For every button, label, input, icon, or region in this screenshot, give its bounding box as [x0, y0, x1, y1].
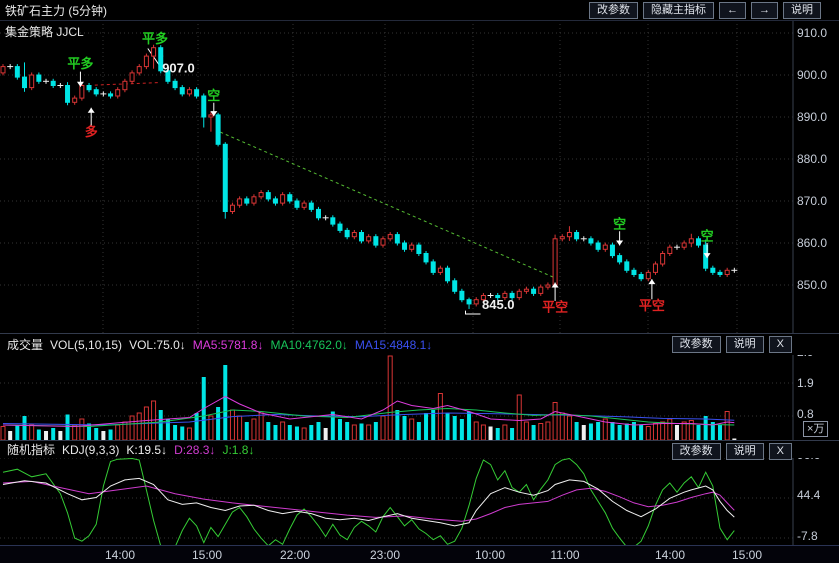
annotation-label: 平空: [639, 298, 665, 313]
annotation-label: 平空: [542, 300, 568, 315]
kdj-d-value: D:28.3↓: [174, 442, 216, 457]
strategy-label: 集金策略 JJCL: [5, 25, 84, 39]
title-bar: 铁矿石主力 (5分钟) 改参数 隐藏主指标 ← → 说明: [0, 0, 839, 21]
long-entry-line: [94, 82, 161, 86]
kdj-params: KDJ(9,3,3): [62, 442, 120, 457]
price-tick: 900.0: [797, 68, 828, 82]
time-axis: 14:00 15:00 22:00 23:00 10:00 11:00 14:00 15:00: [0, 545, 839, 563]
instrument-title: 铁矿石主力 (5分钟): [5, 3, 108, 18]
kdj-indicator-name: 随机指标: [7, 443, 56, 457]
annotation-label: 平多: [142, 31, 168, 46]
annotation-label: 多: [85, 124, 98, 139]
volume-close-button[interactable]: X: [768, 336, 792, 353]
kdj-pane-header: 随机指标 KDJ(9,3,3) K:19.5↓ D:28.3↓ J:1.8↓ 改…: [0, 440, 839, 460]
time-label: 11:00: [550, 548, 580, 562]
volume-ma5-value: MA5:5781.8↓: [192, 337, 264, 352]
annotation-label: 845.0: [482, 297, 515, 312]
annotation-label: 空: [207, 88, 220, 103]
price-tick: 910.0: [797, 26, 828, 40]
volume-indicator-name: 成交量: [7, 338, 44, 352]
volume-tick: 1.9: [797, 376, 814, 390]
volume-pane-header: 成交量 VOL(5,10,15) VOL:75.0↓ MA5:5781.8↓ M…: [0, 333, 839, 355]
change-params-button[interactable]: 改参数: [589, 1, 638, 19]
annotation-label: 平多: [67, 56, 93, 71]
time-label: 14:00: [104, 548, 136, 562]
kdj-close-button[interactable]: X: [768, 443, 792, 460]
time-label: 15:00: [191, 548, 223, 562]
volume-change-params-button[interactable]: 改参数: [671, 336, 721, 353]
arrow-right-button[interactable]: →: [751, 1, 778, 19]
volume-unit-label: ×万: [803, 421, 829, 437]
arrow-left-button[interactable]: ←: [719, 1, 746, 19]
help-button[interactable]: 说明: [783, 1, 821, 19]
kdj-pane-buttons: 改参数 说明 X: [671, 443, 792, 460]
kdj-help-button[interactable]: 说明: [725, 443, 764, 460]
volume-tick: 0.8: [797, 407, 814, 421]
price-tick: 870.0: [797, 194, 828, 208]
volume-help-button[interactable]: 说明: [725, 336, 764, 353]
price-tick: 850.0: [797, 278, 828, 292]
price-tick: 860.0: [797, 236, 828, 250]
volume-ma15-value: MA15:4848.1↓: [354, 337, 433, 352]
price-tick: 880.0: [797, 152, 828, 166]
annotation-label: 907.0: [162, 60, 195, 75]
hide-main-indicator-button[interactable]: 隐藏主指标: [643, 1, 714, 19]
down-trendline: [220, 131, 554, 278]
time-label: 10:00: [474, 548, 506, 562]
kdj-tick: -7.8: [797, 529, 818, 543]
kdj-tick: 44.4: [797, 488, 821, 502]
kdj-change-params-button[interactable]: 改参数: [671, 443, 721, 460]
time-label: 22:00: [279, 548, 311, 562]
time-label: 15:00: [731, 548, 763, 562]
low-marker: [465, 310, 481, 315]
volume-value: VOL:75.0↓: [129, 337, 186, 352]
time-label: 14:00: [654, 548, 686, 562]
kdj-k-value: K:19.5↓: [126, 442, 168, 457]
price-tick: 890.0: [797, 110, 828, 124]
volume-pane-buttons: 改参数 说明 X: [671, 336, 792, 353]
topbar-buttons: 改参数 隐藏主指标 ← → 说明: [589, 1, 839, 19]
time-label: 23:00: [369, 548, 401, 562]
kdj-j-value: J:1.8↓: [222, 442, 255, 457]
annotation-label: 空: [701, 228, 714, 243]
annotation-label: 空: [613, 217, 626, 232]
volume-params: VOL(5,10,15): [50, 337, 123, 352]
volume-ma10-value: MA10:4762.0↓: [270, 337, 348, 352]
